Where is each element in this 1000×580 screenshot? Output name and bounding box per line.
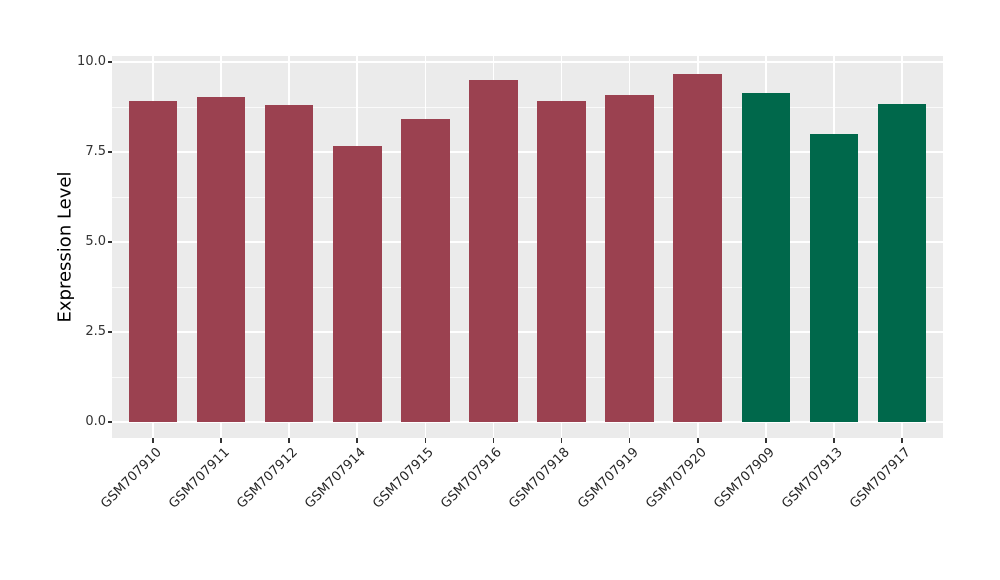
x-tick-label: GSM707909 (710, 445, 778, 512)
gridline-minor-y (112, 376, 943, 378)
gridline-minor-y (112, 196, 943, 198)
y-tick-mark (108, 241, 112, 243)
y-tick-mark (108, 151, 112, 153)
x-tick-mark (833, 438, 835, 443)
x-tick-mark (901, 438, 903, 443)
bar-GSM707915 (400, 118, 450, 422)
x-tick-label: GSM707910 (97, 445, 165, 512)
x-tick-mark (356, 438, 358, 443)
gridline-major-y (112, 331, 943, 333)
bar-GSM707909 (741, 92, 791, 422)
x-tick-label: GSM707914 (302, 445, 369, 512)
bar-GSM707920 (673, 73, 723, 422)
bar-GSM707917 (877, 103, 927, 422)
bar-GSM707911 (196, 96, 246, 422)
x-tick-mark (628, 438, 631, 443)
x-tick-label: GSM707912 (234, 445, 301, 512)
gridline-major-y (112, 151, 943, 153)
bar-GSM707918 (537, 100, 586, 422)
x-tick-label: GSM707916 (438, 445, 506, 512)
x-tick-label: GSM707919 (574, 445, 642, 512)
bar-GSM707910 (128, 101, 178, 422)
y-tick-mark (108, 61, 112, 63)
gridline-major-y (112, 61, 943, 63)
x-tick-mark (560, 438, 563, 443)
x-tick-label: GSM707918 (506, 445, 574, 512)
y-tick-label: 10.0 (77, 54, 106, 69)
y-tick-label: 2.5 (85, 324, 106, 339)
y-tick-mark (108, 421, 112, 423)
y-tick-label: 7.5 (85, 144, 106, 159)
x-tick-mark (220, 438, 222, 443)
x-tick-mark (288, 438, 290, 443)
y-tick-mark (108, 331, 112, 333)
x-tick-mark (424, 438, 427, 443)
y-tick-label: 0.0 (85, 414, 106, 429)
gridline-minor-y (112, 106, 943, 108)
x-tick-label: GSM707911 (165, 445, 233, 512)
x-tick-label: GSM707917 (847, 445, 914, 512)
gridline-major-y (112, 241, 943, 243)
y-tick-label: 5.0 (85, 234, 106, 249)
x-tick-mark (765, 438, 767, 443)
x-tick-mark (697, 438, 699, 443)
bar-GSM707913 (809, 134, 859, 422)
bar-GSM707919 (605, 95, 654, 422)
gridline-major-y (112, 421, 943, 423)
x-tick-mark (152, 438, 154, 443)
bar-GSM707912 (264, 104, 314, 422)
plot-panel (112, 56, 943, 438)
bar-GSM707916 (469, 80, 518, 422)
x-tick-label: GSM707915 (370, 445, 437, 512)
x-tick-label: GSM707913 (779, 445, 846, 512)
x-tick-label: GSM707920 (642, 445, 710, 512)
bar-GSM707914 (332, 145, 382, 422)
gridline-minor-y (112, 286, 943, 288)
x-tick-mark (492, 438, 495, 443)
